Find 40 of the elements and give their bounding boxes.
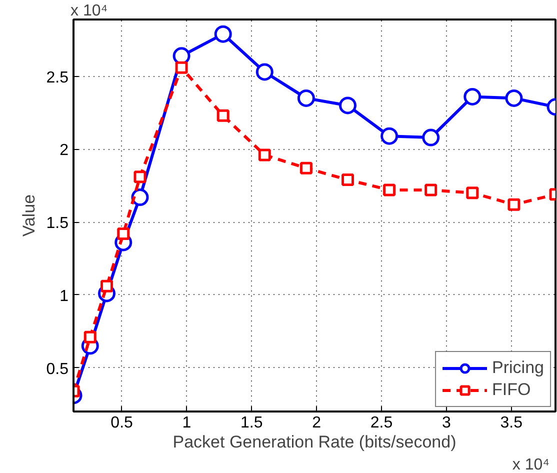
point [341, 174, 354, 186]
text: x 10⁴ [70, 2, 108, 20]
y-tick-label: 0.5 [46, 360, 69, 378]
x-tick-label: 2 [312, 414, 322, 432]
point [338, 96, 356, 114]
text: x 10⁴ [512, 456, 550, 473]
x-tick-label: 3 [442, 414, 451, 432]
x-tick-label: 1.5 [240, 414, 263, 432]
x-axis-title: Packet Generation Rate (bits/second) [172, 432, 456, 452]
point [175, 61, 188, 74]
point [134, 170, 146, 184]
point [214, 25, 232, 43]
y-tick-label: 2.5 [46, 69, 69, 86]
point [258, 148, 271, 162]
x-tick-label: 2.5 [370, 414, 393, 432]
point [84, 330, 96, 344]
point [422, 128, 440, 146]
point [380, 127, 398, 145]
point [256, 63, 274, 81]
legend-label: FIFO [492, 380, 531, 400]
point [100, 280, 113, 292]
point [300, 162, 312, 174]
point [505, 89, 523, 107]
point [508, 198, 520, 211]
y-axis-title: Value [19, 194, 38, 237]
x-tick-label: 1 [182, 414, 192, 432]
y-tick-label: 1 [60, 288, 69, 305]
point [117, 227, 130, 240]
x-tick-label: 3.5 [500, 414, 523, 432]
x-tick-label: 0.5 [110, 414, 134, 432]
y-tick-label: 2 [60, 142, 69, 160]
point [216, 109, 230, 122]
point [297, 89, 315, 107]
point [464, 88, 482, 106]
point [424, 184, 438, 196]
point [466, 186, 479, 200]
point [383, 184, 396, 196]
point [131, 188, 149, 206]
legend-label: Pricing [492, 358, 544, 378]
y-tick-label: 1.5 [46, 215, 69, 232]
